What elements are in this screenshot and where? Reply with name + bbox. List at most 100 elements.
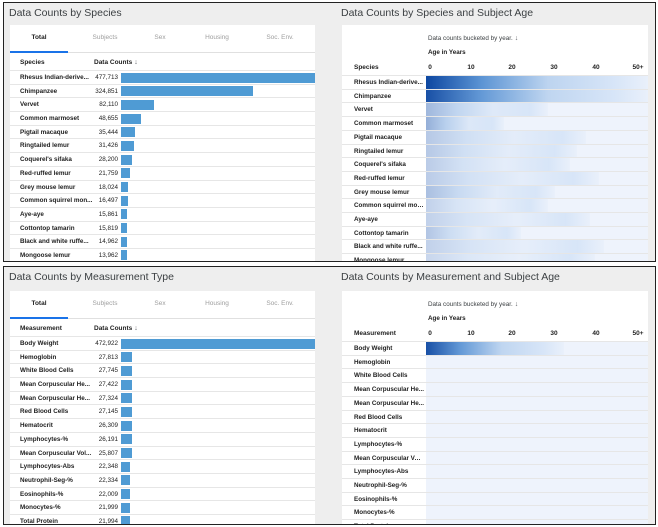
heatmap-row[interactable]: Hemoglobin xyxy=(342,354,648,369)
table-row[interactable]: Red-ruffed lemur 21,759 xyxy=(10,165,315,180)
heatmap-row[interactable]: Black and white ruffe... xyxy=(342,239,648,254)
tab-sex[interactable]: Sex xyxy=(154,34,166,41)
species-column-header[interactable]: Species xyxy=(20,59,45,66)
row-label: Chimpanzee xyxy=(20,87,58,95)
tab-sex[interactable]: Sex xyxy=(154,300,166,307)
heatmap-row[interactable]: Mean Corpuscular Vol... xyxy=(342,450,648,465)
heatmap-row[interactable]: Total Protein xyxy=(342,519,648,524)
age-tick: 40 xyxy=(592,330,600,337)
heatmap-row[interactable]: White Blood Cells xyxy=(342,368,648,382)
heatmap-row[interactable]: Vervet xyxy=(342,102,648,117)
row-count: 22,009 xyxy=(98,490,118,498)
count-bar xyxy=(121,168,130,179)
table-row[interactable]: Eosinophils-% 22,009 xyxy=(10,486,315,501)
table-row[interactable]: Black and white ruffe... 14,962 xyxy=(10,234,315,248)
table-row[interactable]: Cottontop tamarin 15,819 xyxy=(10,220,315,235)
table-row[interactable]: Rhesus Indian-derive... 477,713 xyxy=(10,70,315,84)
heatmap-row[interactable]: Mean Corpuscular He... xyxy=(342,395,648,410)
heatmap-row[interactable]: Aye-aye xyxy=(342,212,648,226)
heatmap-row[interactable]: Pigtail macaque xyxy=(342,129,648,144)
table-row[interactable]: Vervet 82,110 xyxy=(10,97,315,111)
heatmap-row[interactable]: Common squirrel mon... xyxy=(342,198,648,213)
heatmap-row[interactable]: Red Blood Cells xyxy=(342,409,648,424)
table-row[interactable]: Total Protein 21,994 xyxy=(10,513,315,524)
row-label: Monocytes-% xyxy=(20,504,61,512)
table-row[interactable]: Mongoose lemur 13,962 xyxy=(10,247,315,261)
heatmap-row[interactable]: Body Weight xyxy=(342,341,648,355)
heatmap-row[interactable]: Hematocrit xyxy=(342,423,648,437)
heatmap-row[interactable]: Common marmoset xyxy=(342,116,648,131)
row-count: 27,422 xyxy=(98,381,118,389)
table-row[interactable]: Neutrophil-Seg-% 22,334 xyxy=(10,472,315,487)
heatmap-cells xyxy=(426,76,648,89)
table-row[interactable]: Pigtail macaque 35,444 xyxy=(10,124,315,139)
heatmap-row[interactable]: Coquerel's sifaka xyxy=(342,157,648,172)
tab-soc-env[interactable]: Soc. Env. xyxy=(266,34,294,41)
row-count: 16,497 xyxy=(98,197,118,205)
count-bar xyxy=(121,236,128,247)
heatmap-row[interactable]: Neutrophil-Seg-% xyxy=(342,478,648,492)
heatmap-row[interactable]: Rhesus Indian-derive... xyxy=(342,75,648,89)
table-row[interactable]: Ringtailed lemur 31,426 xyxy=(10,138,315,152)
heatmap-row-label: Hematocrit xyxy=(354,427,387,435)
table-row[interactable]: Coquerel's sifaka 28,200 xyxy=(10,152,315,166)
row-count: 472,922 xyxy=(95,340,118,347)
heatmap-row[interactable]: Lymphocytes-% xyxy=(342,436,648,451)
count-bar xyxy=(121,420,132,431)
heatmap-row-label: Red Blood Cells xyxy=(354,413,403,421)
count-bar xyxy=(121,379,133,390)
data-counts-header[interactable]: Data Counts ↓ xyxy=(94,59,138,66)
heatmap-row[interactable]: Mean Corpuscular He... xyxy=(342,382,648,396)
table-row[interactable]: Hematocrit 26,309 xyxy=(10,418,315,432)
heatmap-row-label: Neutrophil-Seg-% xyxy=(354,482,407,489)
heatmap-row[interactable]: Chimpanzee xyxy=(342,88,648,103)
age-tick: 10 xyxy=(467,330,475,337)
row-label: Cottontop tamarin xyxy=(20,224,75,232)
table-row[interactable]: Aye-aye 15,861 xyxy=(10,206,315,221)
tab-subjects[interactable]: Subjects xyxy=(92,300,118,307)
heatmap-row[interactable]: Monocytes-% xyxy=(342,505,648,519)
table-row[interactable]: Mean Corpuscular He... 27,324 xyxy=(10,390,315,405)
table-row[interactable]: Chimpanzee 324,851 xyxy=(10,83,315,98)
table-row[interactable]: Body Weight 472,922 xyxy=(10,336,315,350)
sort-desc-icon: ↓ xyxy=(134,325,138,332)
heatmap-row[interactable]: Eosinophils-% xyxy=(342,491,648,506)
data-counts-label: Data Counts xyxy=(94,325,133,332)
measurement-age-panel-title: Data Counts by Measurement and Subject A… xyxy=(341,271,560,283)
data-counts-header[interactable]: Data Counts ↓ xyxy=(94,325,138,332)
table-row[interactable]: Mean Corpuscular He... 27,422 xyxy=(10,377,315,391)
table-row[interactable]: Common marmoset 48,655 xyxy=(10,111,315,125)
tab-subjects[interactable]: Subjects xyxy=(92,34,118,41)
table-row[interactable]: Lymphocytes-Abs 22,348 xyxy=(10,459,315,473)
heatmap-row[interactable]: Red-ruffed lemur xyxy=(342,170,648,185)
tab-housing[interactable]: Housing xyxy=(205,34,229,41)
measurement-column-header[interactable]: Measurement xyxy=(20,325,62,332)
table-row[interactable]: Monocytes-% 21,999 xyxy=(10,500,315,514)
row-count: 25,807 xyxy=(98,449,118,457)
row-label: White Blood Cells xyxy=(20,367,74,375)
tab-total[interactable]: Total xyxy=(31,300,47,307)
table-row[interactable]: Lymphocytes-% 26,191 xyxy=(10,431,315,446)
row-label: Lymphocytes-% xyxy=(20,435,69,443)
row-label: Vervet xyxy=(20,101,39,109)
heatmap-row[interactable]: Lymphocytes-Abs xyxy=(342,464,648,478)
heatmap-row[interactable]: Mongoose lemur xyxy=(342,253,648,261)
tab-housing[interactable]: Housing xyxy=(205,300,229,307)
count-bar xyxy=(121,195,128,206)
count-bar xyxy=(121,86,253,97)
table-row[interactable]: Mean Corpuscular Vol... 25,807 xyxy=(10,445,315,460)
table-row[interactable]: Grey mouse lemur 18,024 xyxy=(10,179,315,194)
table-row[interactable]: White Blood Cells 27,745 xyxy=(10,363,315,377)
heatmap-row[interactable]: Grey mouse lemur xyxy=(342,184,648,199)
tab-total[interactable]: Total xyxy=(31,34,47,41)
heatmap-row[interactable]: Cottontop tamarin xyxy=(342,225,648,240)
table-row[interactable]: Red Blood Cells 27,145 xyxy=(10,404,315,418)
age-tick: 10 xyxy=(467,64,475,71)
count-bar xyxy=(121,393,133,404)
tab-soc-env[interactable]: Soc. Env. xyxy=(266,300,294,307)
heatmap-row[interactable]: Ringtailed lemur xyxy=(342,143,648,158)
table-row[interactable]: Common squirrel mon... 16,497 xyxy=(10,193,315,207)
heatmap-cells xyxy=(426,213,591,226)
age-axis-label: Age in Years xyxy=(428,315,466,322)
table-row[interactable]: Hemoglobin 27,813 xyxy=(10,349,315,364)
